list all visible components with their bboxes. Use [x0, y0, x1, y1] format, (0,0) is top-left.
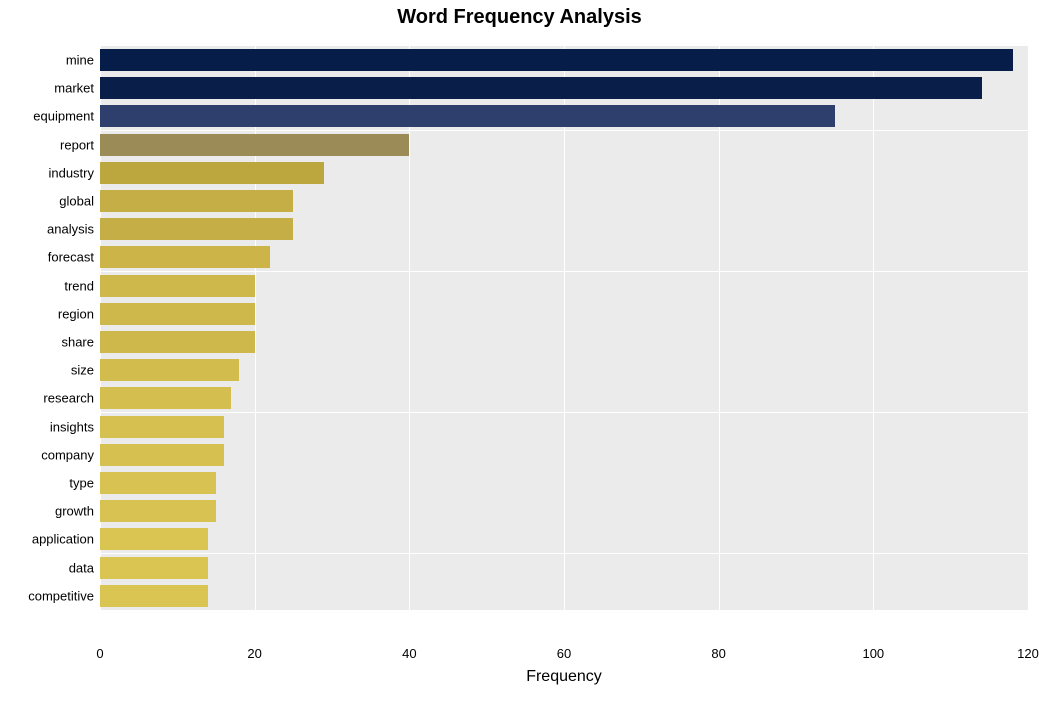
grid-line	[564, 38, 565, 640]
grid-line	[719, 38, 720, 640]
x-tick-label: 20	[247, 646, 261, 661]
x-axis-title: Frequency	[100, 668, 1028, 686]
y-tick-label: global	[59, 194, 94, 209]
y-tick-label: application	[32, 532, 94, 547]
bar	[100, 134, 409, 156]
y-tick-label: industry	[48, 165, 94, 180]
chart-title: Word Frequency Analysis	[0, 6, 1039, 29]
bar	[100, 585, 208, 607]
y-tick-label: insights	[50, 419, 94, 434]
y-tick-label: region	[58, 306, 94, 321]
bar	[100, 387, 231, 409]
y-tick-label: size	[71, 363, 94, 378]
chart-container: Word Frequency Analysis Frequency 020406…	[0, 0, 1039, 701]
x-tick-label: 60	[557, 646, 571, 661]
bar	[100, 331, 255, 353]
y-tick-label: competitive	[28, 588, 94, 603]
y-tick-label: trend	[64, 278, 94, 293]
y-tick-label: growth	[55, 504, 94, 519]
bar	[100, 472, 216, 494]
x-tick-label: 0	[96, 646, 103, 661]
bar	[100, 246, 270, 268]
y-tick-label: company	[41, 447, 94, 462]
bar	[100, 275, 255, 297]
plot-area: Frequency 020406080100120minemarketequip…	[100, 38, 1028, 640]
y-tick-label: share	[61, 335, 94, 350]
grid-line	[255, 38, 256, 640]
grid-line	[409, 38, 410, 640]
y-tick-label: research	[43, 391, 94, 406]
y-tick-label: equipment	[33, 109, 94, 124]
y-tick-label: data	[69, 560, 94, 575]
bar	[100, 190, 293, 212]
y-tick-label: mine	[66, 53, 94, 68]
y-tick-label: market	[54, 81, 94, 96]
x-tick-label: 120	[1017, 646, 1039, 661]
x-tick-label: 80	[711, 646, 725, 661]
bar	[100, 359, 239, 381]
bar	[100, 218, 293, 240]
y-tick-label: report	[60, 137, 94, 152]
bar	[100, 444, 224, 466]
y-tick-label: type	[69, 476, 94, 491]
bar	[100, 303, 255, 325]
y-tick-label: forecast	[48, 250, 94, 265]
grid-line	[1028, 38, 1029, 640]
grid-line	[873, 38, 874, 640]
bar	[100, 49, 1013, 71]
bar	[100, 105, 835, 127]
bar	[100, 528, 208, 550]
x-tick-label: 100	[862, 646, 884, 661]
y-tick-label: analysis	[47, 222, 94, 237]
bar	[100, 162, 324, 184]
bar	[100, 557, 208, 579]
x-tick-label: 40	[402, 646, 416, 661]
bar	[100, 416, 224, 438]
bar	[100, 500, 216, 522]
bar	[100, 77, 982, 99]
